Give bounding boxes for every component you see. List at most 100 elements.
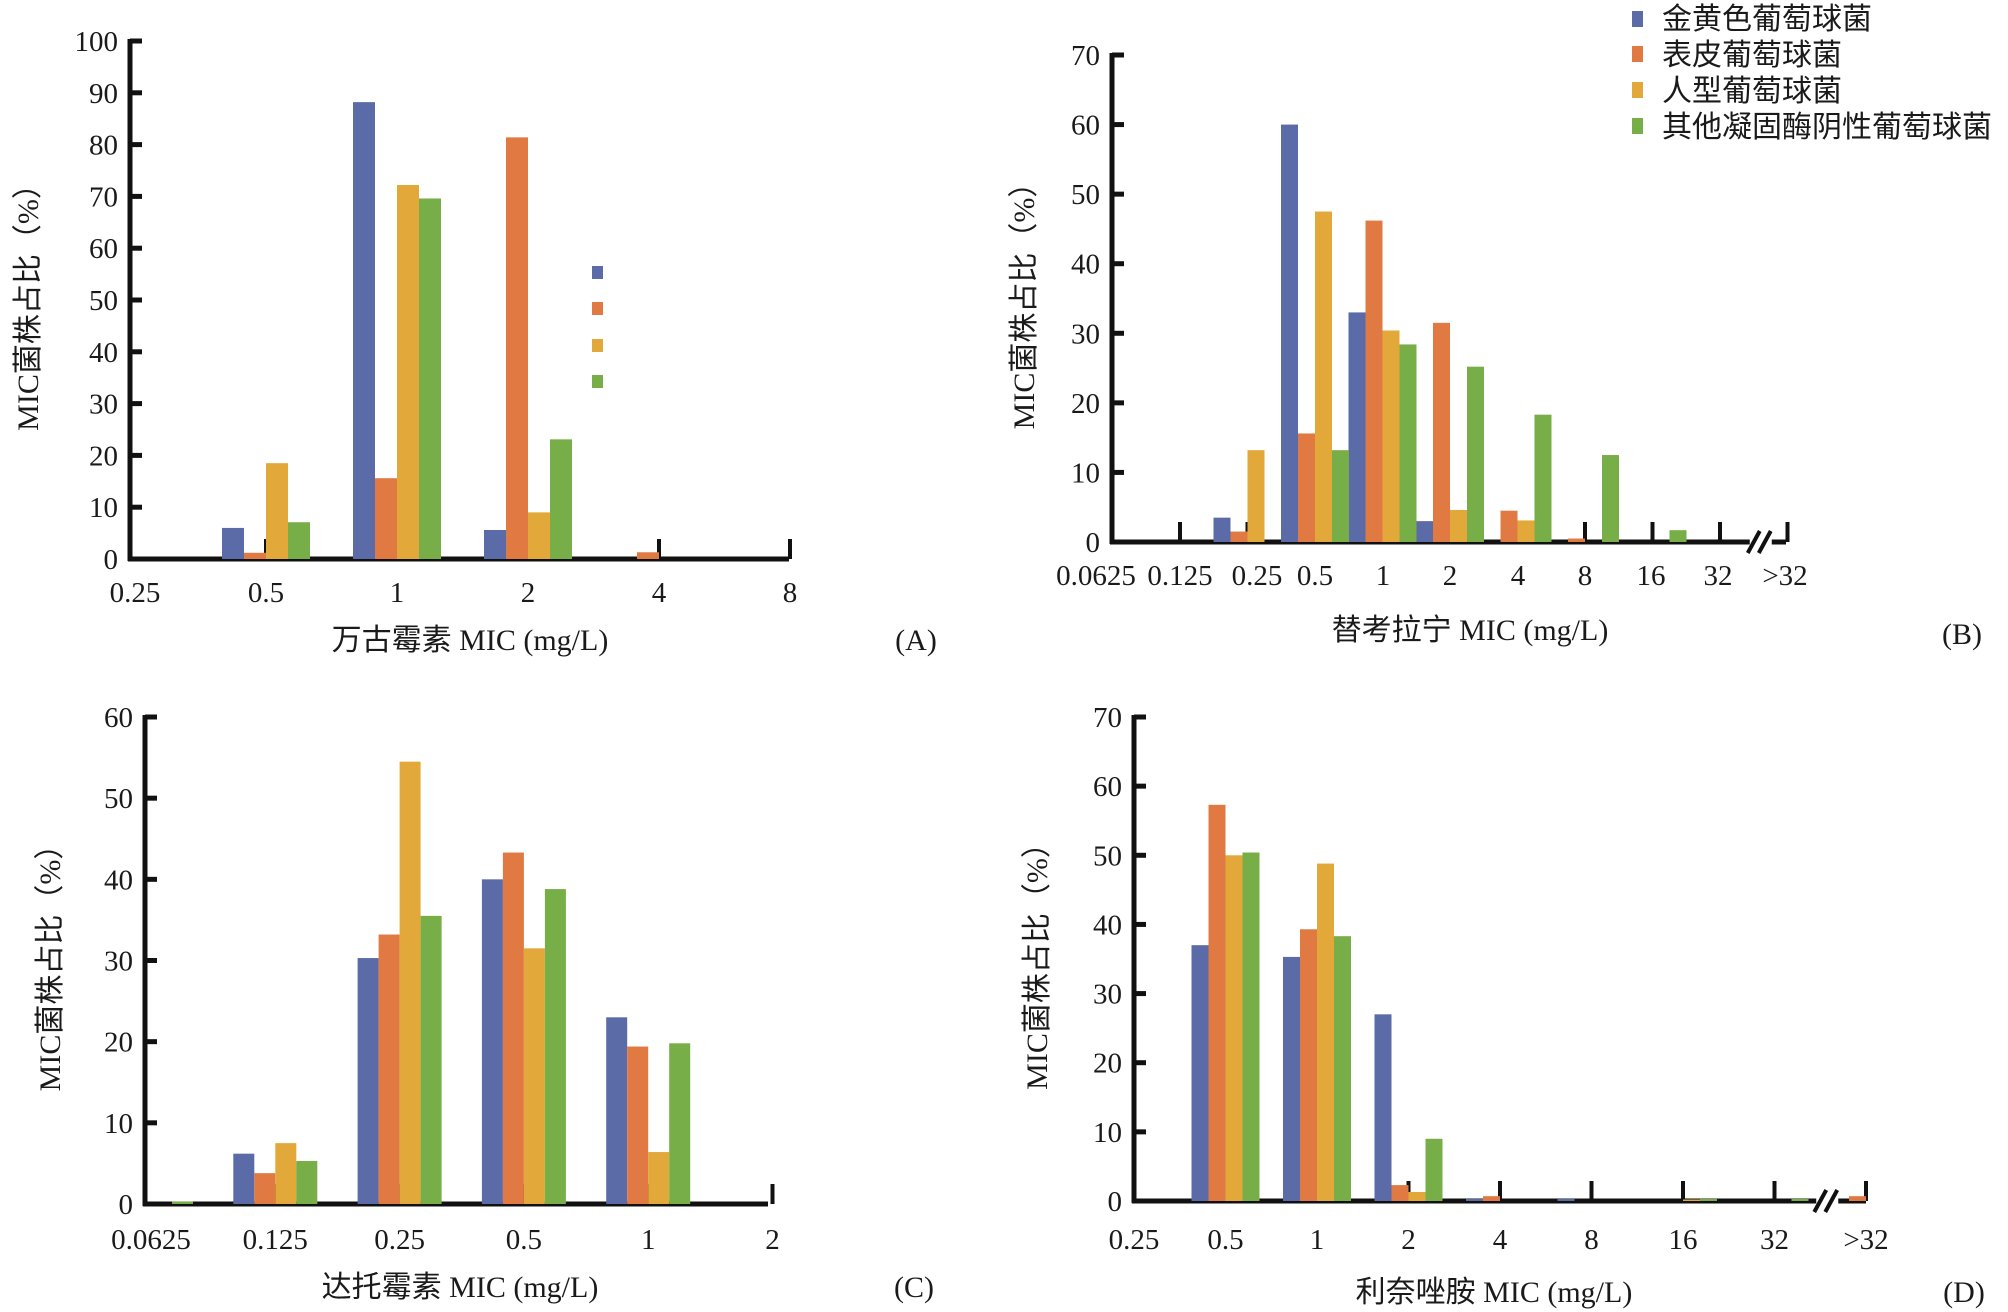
y-tick-label: 0 — [1086, 527, 1101, 559]
panel-b-teicoplanin-chart: 0 10 20 30 40 50 60 70 0.0625 0.125 0.25 0.5 1 2 4 8 16 3… — [1008, 40, 1982, 651]
legend-label-s-hominis: 人型葡萄球菌 — [1662, 75, 1842, 108]
bar-d-series-4-32 — [1791, 1198, 1809, 1201]
axis-break-slash — [1823, 1189, 1840, 1213]
y-tick-label: 70 — [1093, 702, 1122, 734]
bar-b-series-2-2 — [1433, 322, 1450, 542]
panel-label: (D) — [1943, 1276, 1985, 1309]
x-tick-label: 0.25 — [374, 1224, 425, 1256]
y-tick-label: 80 — [89, 130, 118, 162]
axis-break-mark — [1812, 1189, 1840, 1213]
bar-a-series-1-0.5 — [222, 527, 244, 559]
bar-c-series-1-1 — [606, 1017, 628, 1204]
bar-d-series-4-0.5 — [1242, 852, 1260, 1201]
y-tick-label: 40 — [89, 337, 118, 369]
legend-swatch-s-epidermidis — [1632, 46, 1643, 62]
bar-b-series-4-1 — [1399, 344, 1417, 542]
panel-label: (B) — [1942, 618, 1982, 651]
legend-marker — [592, 375, 603, 388]
x-tick-label: 2 — [521, 577, 536, 609]
bar-a-series-1-2 — [484, 529, 506, 559]
legend-label-s-aureus: 金黄色葡萄球菌 — [1662, 3, 1872, 36]
y-tick-label: 100 — [75, 26, 119, 58]
y-axis-title: MIC菌株占比（%） — [12, 169, 45, 431]
y-tick-label: 20 — [1071, 388, 1100, 420]
y-tick-label: 10 — [104, 1108, 133, 1140]
bar-a-series-1-1 — [353, 102, 375, 560]
x-tick-label: 2 — [1401, 1224, 1416, 1256]
x-axis-title: 替考拉宁 MIC (mg/L) — [1332, 614, 1609, 647]
bar-d-series-3-2 — [1408, 1192, 1426, 1201]
bar-d-series-3-16 — [1683, 1199, 1700, 1201]
y-tick-label: 60 — [1093, 771, 1122, 803]
x-tick-label: 8 — [783, 577, 798, 609]
bar-b-series-3-0.25 — [1247, 450, 1265, 542]
panel-c-daptomycin-chart: 0 10 20 30 40 50 60 0.0625 0.125 0.25 0.5 1 2 MIC菌株占比… — [34, 702, 934, 1304]
y-tick-label: 30 — [1071, 318, 1100, 350]
legend-marker — [592, 302, 603, 315]
y-tick-label: 70 — [89, 181, 118, 213]
y-tick-label: 10 — [89, 492, 118, 524]
x-tick-label: 0.5 — [1297, 560, 1333, 592]
y-tick-label: 50 — [89, 285, 118, 317]
bar-a-series-2-1 — [375, 478, 397, 559]
bar-d-series-2-2 — [1391, 1185, 1409, 1201]
x-tick-label: 0.125 — [1147, 560, 1212, 592]
bar-c-series-1-0.25 — [357, 958, 379, 1204]
x-tick-label: 0.25 — [1232, 560, 1283, 592]
x-tick-label: 4 — [1511, 560, 1526, 592]
bar-a-series-3-1 — [397, 185, 419, 559]
legend-label-other-cons: 其他凝固酶阴性葡萄球菌 — [1662, 111, 1992, 144]
bar-a-series-2-0.5 — [244, 552, 266, 559]
y-tick-label: 30 — [104, 946, 133, 978]
bar-c-series-3-1 — [648, 1152, 670, 1204]
bar-d-series-3-1 — [1317, 863, 1334, 1201]
bar-d-series-1-8 — [1557, 1198, 1575, 1201]
y-axis-title: MIC菌株占比（%） — [1021, 828, 1054, 1090]
bar-d-series-1-4 — [1466, 1198, 1483, 1201]
x-axis-title: 利奈唑胺 MIC (mg/L) — [1356, 1276, 1633, 1309]
bar-c-series-3-0.25 — [399, 761, 421, 1204]
y-tick-label: 50 — [1093, 840, 1122, 872]
bar-d-series-4-1 — [1334, 936, 1351, 1201]
x-tick-label: 0.5 — [506, 1224, 542, 1256]
y-tick-label: 60 — [89, 233, 118, 265]
legend-swatch-other-cons — [1632, 118, 1643, 134]
legend: 金黄色葡萄球菌 表皮葡萄球菌 人型葡萄球菌 其他凝固酶阴性葡萄球菌 — [1632, 3, 1992, 144]
bar-d-series-1-0.5 — [1191, 945, 1209, 1201]
panel-d-linezolid-chart: 0 10 20 30 40 50 60 70 0.25 0.5 1 2 4 8 16 32 >32 MIC菌株占比… — [1021, 702, 1985, 1309]
y-tick-label: 30 — [89, 389, 118, 421]
bar-b-series-1-2 — [1416, 521, 1433, 542]
bar-c-series-4-0.125 — [296, 1160, 318, 1204]
x-tick-label: 1 — [1310, 1224, 1325, 1256]
bar-c-series-2-1 — [627, 1046, 649, 1204]
axis-break-slash — [1756, 530, 1773, 554]
x-tick-label: 16 — [1637, 560, 1666, 592]
y-axis-title: MIC菌株占比（%） — [1008, 168, 1041, 430]
bar-d-series-4-16 — [1700, 1198, 1717, 1201]
y-tick-label: 20 — [104, 1027, 133, 1059]
x-tick-label: 8 — [1578, 560, 1593, 592]
y-tick-label: 40 — [1071, 249, 1100, 281]
x-tick-label: 1 — [390, 577, 405, 609]
legend-marker — [592, 339, 603, 352]
bar-b-series-3-4 — [1517, 520, 1535, 542]
y-axis-title: MIC菌株占比（%） — [34, 830, 67, 1092]
bar-d-series-2-4 — [1483, 1196, 1500, 1201]
bar-b-series-2-1 — [1365, 220, 1383, 542]
bar-b-series-3-1 — [1382, 330, 1400, 542]
bar-a-series-3-0.5 — [266, 463, 288, 559]
bar-c-series-2-0.125 — [254, 1173, 276, 1204]
y-tick-label: 60 — [1071, 110, 1100, 142]
x-tick-label: 0.5 — [1207, 1224, 1243, 1256]
bar-b-series-4-0.5 — [1332, 450, 1349, 542]
y-tick-label: 40 — [1093, 909, 1122, 941]
bar-d-series-3-0.5 — [1225, 855, 1243, 1201]
x-tick-label: 16 — [1669, 1224, 1698, 1256]
legend-swatch-s-aureus — [1632, 11, 1643, 27]
x-tick-label: 32 — [1760, 1224, 1789, 1256]
axis-break-mark — [1745, 530, 1773, 554]
y-tick-label: 0 — [119, 1189, 134, 1221]
y-tick-label: 60 — [104, 702, 133, 734]
bar-c-series-4-0.25 — [420, 915, 442, 1204]
